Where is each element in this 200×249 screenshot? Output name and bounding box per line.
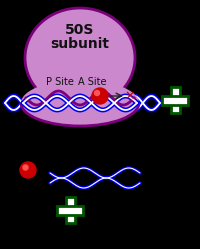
Bar <box>57 205 83 214</box>
Ellipse shape <box>25 8 135 108</box>
Text: subunit: subunit <box>50 37 110 51</box>
Text: A Site: A Site <box>78 77 106 87</box>
Bar <box>162 96 188 105</box>
Circle shape <box>20 162 36 178</box>
Circle shape <box>92 88 108 104</box>
Text: ✕: ✕ <box>125 89 135 103</box>
Bar <box>66 197 74 223</box>
Text: P Site: P Site <box>46 77 74 87</box>
Circle shape <box>95 90 100 96</box>
Ellipse shape <box>21 80 139 126</box>
Text: 50S: 50S <box>65 23 95 37</box>
Circle shape <box>23 165 28 170</box>
Bar <box>170 87 180 113</box>
